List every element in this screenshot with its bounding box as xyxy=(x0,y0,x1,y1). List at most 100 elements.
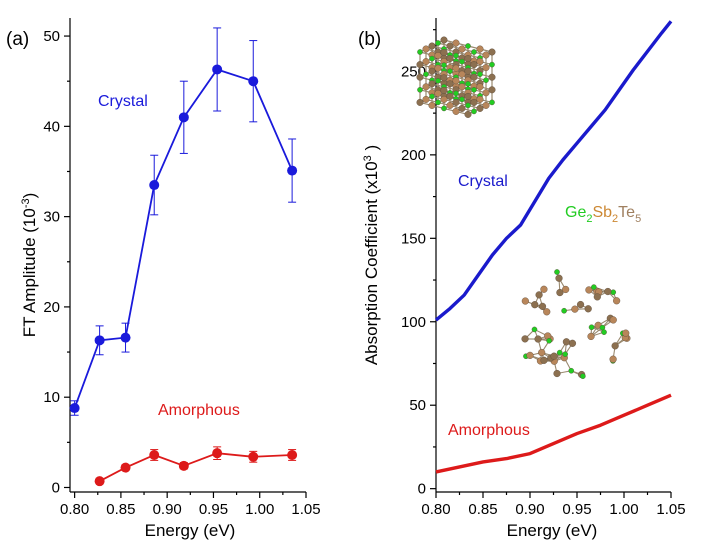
atom xyxy=(470,61,478,69)
atom xyxy=(610,289,617,296)
panel-a-x-tick-label: 1.00 xyxy=(245,501,274,518)
atom xyxy=(464,110,472,118)
atom xyxy=(452,98,460,106)
panel-a: (a) 0.80 0.85 0.90 0.95 1.00 1.0501020304050 … xyxy=(6,18,321,540)
atom xyxy=(562,338,571,346)
atom xyxy=(488,48,496,56)
atom xyxy=(489,99,495,106)
atom xyxy=(452,39,460,47)
panel-a-y-tick-label: 50 xyxy=(43,28,60,45)
formula-part: Sb xyxy=(592,204,612,221)
data-point xyxy=(212,64,223,75)
atom xyxy=(452,64,460,72)
atom xyxy=(441,62,447,68)
panel-b-y-tick-label: 50 xyxy=(409,397,426,414)
atom xyxy=(458,70,466,78)
atom xyxy=(550,352,558,360)
panel-a-y-tick-label: 10 xyxy=(43,389,60,406)
atom xyxy=(482,89,490,97)
atom xyxy=(446,42,454,50)
atom xyxy=(422,45,430,53)
panel-b-x-tick-label: 0.80 xyxy=(421,501,450,518)
panel-a-label: (a) xyxy=(6,29,29,50)
panel-b-x-tick-label: 0.85 xyxy=(468,501,497,518)
panel-a-x-tick-label: 0.80 xyxy=(60,501,89,518)
atom xyxy=(446,92,454,100)
atom xyxy=(459,96,465,103)
panel-a-x-tick-label: 0.90 xyxy=(153,501,182,518)
atom xyxy=(464,92,472,100)
atom xyxy=(434,64,442,72)
atom xyxy=(440,95,448,103)
atom xyxy=(593,293,601,301)
atom xyxy=(416,98,424,106)
atom xyxy=(555,274,563,282)
panel-b-y-tick-label: 0 xyxy=(418,481,426,498)
atom xyxy=(434,89,442,97)
panel-b-x-tick-label: 0.95 xyxy=(562,501,591,518)
panel-b-y-tick-label: 200 xyxy=(401,147,426,164)
atom xyxy=(458,83,466,91)
atom xyxy=(429,55,435,62)
atom xyxy=(488,86,496,94)
atom xyxy=(428,80,436,88)
data-point xyxy=(287,165,298,176)
atom xyxy=(526,351,534,359)
atom xyxy=(562,285,570,294)
atom xyxy=(453,52,459,59)
atom xyxy=(534,335,542,343)
panel-a-y-tick-label: 30 xyxy=(43,209,60,226)
atom xyxy=(587,332,595,341)
atom xyxy=(540,356,548,364)
atom xyxy=(465,43,471,49)
atom xyxy=(440,49,448,57)
atom xyxy=(622,329,630,337)
atom xyxy=(470,73,478,81)
atom xyxy=(580,373,586,380)
atom xyxy=(428,67,436,75)
atom xyxy=(568,367,575,374)
atom xyxy=(482,64,490,72)
atom xyxy=(482,101,490,109)
atom xyxy=(416,73,424,81)
panel-a-x-axis-label: Energy (eV) xyxy=(145,521,236,540)
panel-b-x-tick-label: 0.90 xyxy=(515,501,544,518)
formula-part: Te xyxy=(618,204,635,221)
panel-b-y-axis-label: Absorption Coefficient (x103 ) xyxy=(362,145,381,365)
atom xyxy=(422,83,430,91)
atom xyxy=(483,77,489,83)
data-point xyxy=(178,112,189,123)
formula-part: 5 xyxy=(635,213,641,225)
formula-part: 2 xyxy=(612,213,618,225)
atom xyxy=(440,74,448,82)
atom xyxy=(465,102,471,109)
data-point xyxy=(287,449,298,460)
panel-a-y-axis-label: FT Amplitude (10-3) xyxy=(20,193,39,338)
panel-a-y-tick-label: 0 xyxy=(52,479,60,496)
atom xyxy=(611,342,619,350)
atom xyxy=(422,95,430,103)
atom xyxy=(571,305,579,313)
atom xyxy=(521,297,529,305)
atom xyxy=(435,78,441,84)
atom xyxy=(428,101,436,109)
atom xyxy=(489,61,495,68)
atom xyxy=(591,284,597,290)
atom xyxy=(584,305,592,313)
atom xyxy=(482,51,490,59)
data-point xyxy=(248,451,259,462)
atom xyxy=(428,42,436,50)
panel-b-label: (b) xyxy=(358,29,381,50)
panel-b-series-line xyxy=(434,20,673,322)
amorphous-curve-label: Amorphous xyxy=(448,422,530,439)
panel-a-x-tick-label: 0.85 xyxy=(106,501,135,518)
panel-b-y-tick-label: 150 xyxy=(401,230,426,247)
atom xyxy=(521,335,529,343)
atom xyxy=(417,49,423,55)
atom xyxy=(458,45,466,53)
compound-formula-label: Ge2Sb2Te5 xyxy=(565,204,641,225)
panel-a-x-tick-label: 1.05 xyxy=(291,501,320,518)
atom xyxy=(535,291,543,299)
atom xyxy=(588,324,595,331)
